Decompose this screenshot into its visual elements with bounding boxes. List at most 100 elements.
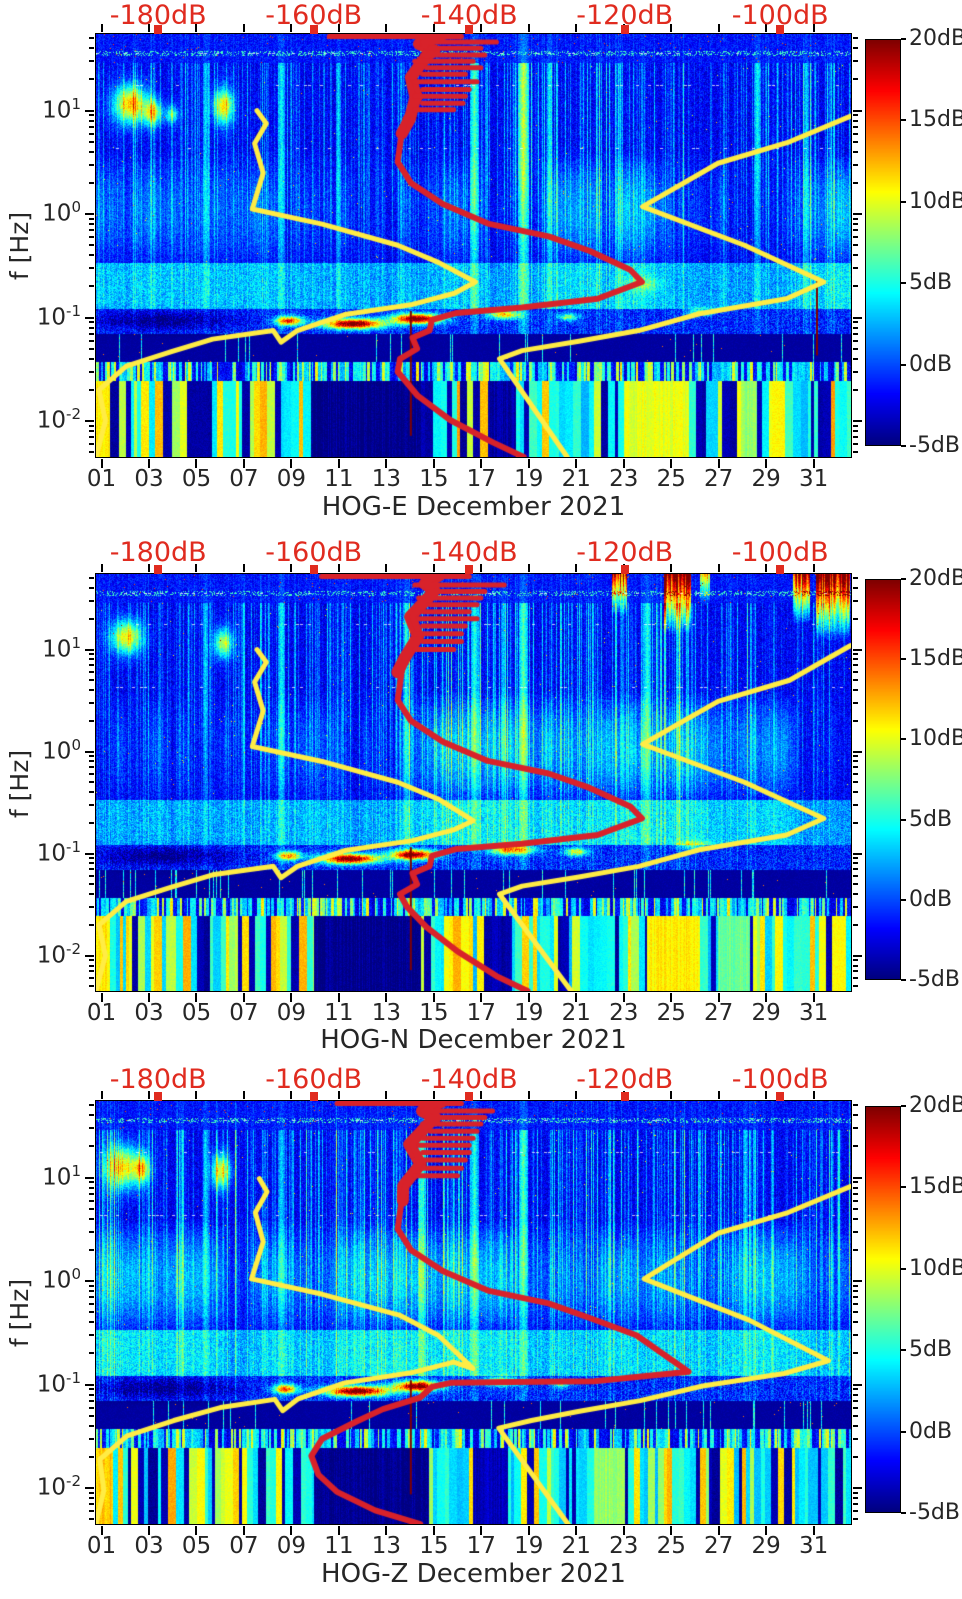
freq-tick-right (853, 773, 858, 776)
day-tick-top (575, 564, 578, 572)
colorbar-canvas-hog-n (866, 580, 900, 979)
freq-tick-left (89, 285, 94, 288)
colorbar-tick-label: 5dB (909, 806, 953, 832)
colorbar-canvas-hog-z (866, 1107, 900, 1512)
day-tick-top (527, 564, 530, 572)
day-tick-top (100, 24, 103, 32)
day-tick-bottom (670, 1526, 673, 1535)
freq-tick-left (89, 905, 94, 908)
freq-tick-right (853, 223, 858, 226)
freq-tick-right (853, 648, 862, 651)
day-tick-bottom (195, 993, 198, 1002)
x-tick-label: 25 (656, 1000, 686, 1026)
freq-tick-left (89, 1334, 94, 1337)
day-tick-bottom (147, 459, 150, 468)
day-tick-top (290, 1091, 293, 1099)
freq-tick-left (89, 671, 94, 674)
freq-tick-right (853, 970, 858, 973)
freq-tick-right (853, 37, 858, 40)
freq-tick-right (853, 119, 858, 122)
freq-tick-right (853, 1487, 862, 1490)
y-tick-exponent: 1 (71, 1161, 81, 1180)
day-tick-bottom (337, 459, 340, 468)
freq-tick-left (89, 803, 94, 806)
y-tick-mantissa: 10 (42, 738, 72, 765)
day-tick-bottom (337, 993, 340, 1002)
day-tick-bottom (290, 459, 293, 468)
freq-tick-left (85, 316, 94, 319)
y-tick-mantissa: 10 (42, 1267, 72, 1294)
freq-tick-right (853, 985, 858, 988)
freq-tick-left (89, 1181, 94, 1184)
day-tick-top (480, 564, 483, 572)
freq-tick-left (89, 436, 94, 439)
x-tick-label: 21 (561, 1000, 591, 1026)
freq-tick-right (853, 664, 858, 667)
day-tick-top (242, 24, 245, 32)
y-tick-mantissa: 10 (36, 1474, 67, 1501)
freq-tick-left (89, 1352, 94, 1355)
freq-tick-right (853, 857, 858, 860)
y-tick-label: 10-2 (0, 1472, 81, 1501)
freq-tick-left (89, 875, 94, 878)
freq-tick-left (89, 181, 94, 184)
y-tick-label: 100 (0, 198, 81, 227)
x-tick-label: 03 (134, 1533, 164, 1559)
colorbar-tick (901, 363, 906, 366)
db-tick-red (154, 565, 163, 574)
y-axis-label: f [Hz] (5, 749, 34, 819)
freq-tick-right (853, 1334, 858, 1337)
spectrogram-plot-hog-z (95, 1100, 852, 1525)
freq-tick-left (89, 1437, 94, 1440)
db-tick-red (465, 1092, 474, 1101)
freq-tick-right (853, 923, 858, 926)
freq-tick-left (85, 213, 94, 216)
day-tick-bottom (337, 1526, 340, 1535)
colorbar-tick (901, 979, 906, 981)
day-tick-bottom (717, 1526, 720, 1535)
x-tick-label: 05 (181, 1533, 212, 1559)
freq-tick-right (853, 47, 858, 50)
db-tick-red (154, 1092, 163, 1101)
panel-title-hog-n: HOG-N December 2021 (320, 1025, 627, 1055)
day-tick-top (765, 1091, 768, 1099)
x-tick-label: 07 (229, 1000, 259, 1026)
freq-tick-right (853, 1104, 858, 1107)
freq-tick-left (89, 883, 94, 886)
freq-tick-right (853, 1248, 858, 1251)
freq-tick-right (853, 760, 858, 763)
day-tick-bottom (480, 993, 483, 1002)
freq-tick-right (853, 1399, 858, 1402)
day-tick-top (527, 24, 530, 32)
freq-tick-right (853, 347, 858, 350)
freq-tick-right (853, 1186, 858, 1189)
colorbar-tick (901, 200, 906, 203)
x-tick-label: 23 (609, 466, 639, 492)
x-tick-label: 07 (229, 466, 259, 492)
freq-tick-left (89, 577, 94, 580)
freq-tick-left (89, 1145, 94, 1148)
panel-title-hog-e: HOG-E December 2021 (321, 492, 626, 522)
freq-tick-left (85, 1280, 94, 1283)
freq-tick-left (89, 1393, 94, 1396)
day-tick-top (195, 24, 198, 32)
freq-tick-right (853, 78, 858, 81)
x-tick-label: 11 (324, 1533, 354, 1559)
freq-tick-right (853, 109, 862, 112)
freq-tick-right (853, 1296, 858, 1299)
db-tick-red (465, 25, 474, 34)
freq-tick-left (89, 125, 94, 128)
x-tick-label: 01 (86, 1000, 117, 1026)
colorbar-tick (901, 1430, 906, 1433)
freq-tick-left (89, 985, 94, 988)
freq-tick-right (853, 388, 858, 391)
x-tick-label: 05 (181, 1000, 212, 1026)
freq-tick-right (853, 671, 858, 674)
freq-tick-left (89, 163, 94, 166)
freq-tick-right (853, 326, 858, 329)
freq-tick-right (853, 1518, 858, 1521)
y-tick-mantissa: 10 (42, 200, 72, 227)
day-tick-top (670, 1091, 673, 1099)
day-tick-top (242, 564, 245, 572)
